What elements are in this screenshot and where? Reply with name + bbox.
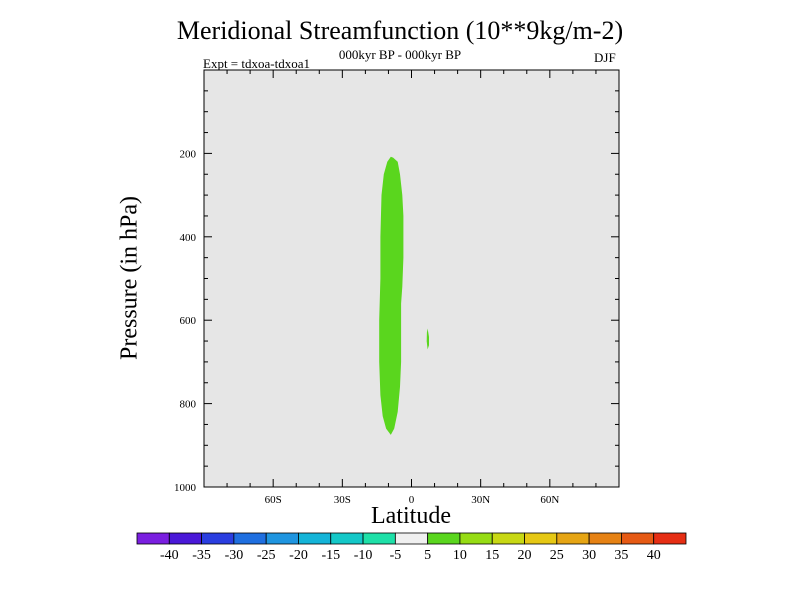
colorbar-label: 15 bbox=[485, 548, 499, 563]
colorbar-label: -10 bbox=[354, 548, 373, 563]
colorbar-swatch bbox=[298, 532, 332, 545]
experiment-label: Expt = tdxoa-tdxoa1 bbox=[203, 56, 310, 71]
chart-subtitle: 000kyr BP - 000kyr BP bbox=[338, 47, 462, 62]
colorbar-label: 35 bbox=[614, 548, 628, 563]
y-tick-label: 1000 bbox=[174, 482, 197, 494]
colorbar-swatch bbox=[233, 532, 267, 545]
contour-region-1 bbox=[426, 328, 429, 350]
axis-ticks: 200 400 600 800 1000 60S 30S 0 30N 60N bbox=[174, 70, 619, 506]
plot-area bbox=[204, 70, 619, 487]
colorbar-swatch bbox=[621, 532, 655, 545]
x-tick-label: 60N bbox=[540, 494, 559, 506]
contour-regions bbox=[379, 156, 429, 435]
colorbar-swatch bbox=[201, 532, 235, 545]
plot-frame bbox=[203, 69, 620, 488]
colorbar: -40 -35 -30 -25 -20 -15 -10 -5 5 10 15 20 25 30 35 40 bbox=[136, 532, 687, 563]
colorbar-swatch bbox=[653, 532, 687, 545]
colorbar-label: -40 bbox=[160, 548, 179, 563]
colorbar-swatch bbox=[136, 532, 170, 545]
colorbar-swatch bbox=[524, 532, 558, 545]
colorbar-label: 20 bbox=[518, 548, 532, 563]
colorbar-swatch bbox=[362, 532, 396, 545]
y-tick-label: 800 bbox=[180, 399, 197, 411]
chart-title: Meridional Streamfunction (10**9kg/m-2) bbox=[176, 16, 624, 45]
colorbar-swatch bbox=[556, 532, 590, 545]
colorbar-swatch bbox=[427, 532, 461, 545]
season-label: DJF bbox=[594, 50, 616, 65]
colorbar-label: 25 bbox=[550, 548, 564, 563]
colorbar-label: -5 bbox=[390, 548, 402, 563]
colorbar-swatch bbox=[459, 532, 493, 545]
colorbar-label: -25 bbox=[257, 548, 276, 563]
colorbar-swatch bbox=[265, 532, 299, 545]
x-tick-label: 30S bbox=[334, 494, 351, 506]
colorbar-label: -20 bbox=[289, 548, 308, 563]
colorbar-label: 30 bbox=[582, 548, 596, 563]
y-tick-label: 400 bbox=[180, 232, 197, 244]
x-tick-label: 60S bbox=[265, 494, 282, 506]
colorbar-label: 10 bbox=[453, 548, 467, 563]
colorbar-label: 5 bbox=[424, 548, 431, 563]
colorbar-label: -35 bbox=[192, 548, 211, 563]
y-tick-label: 600 bbox=[180, 315, 197, 327]
colorbar-swatch bbox=[588, 532, 622, 545]
colorbar-swatch bbox=[330, 532, 364, 545]
contour-region-0 bbox=[379, 156, 404, 435]
colorbar-label: 40 bbox=[647, 548, 661, 563]
y-tick-label: 200 bbox=[180, 148, 197, 160]
colorbar-label: -30 bbox=[225, 548, 244, 563]
colorbar-swatch bbox=[394, 532, 429, 545]
colorbar-swatch bbox=[168, 532, 202, 545]
colorbar-swatch bbox=[491, 532, 525, 545]
x-tick-label: 0 bbox=[409, 494, 415, 506]
x-tick-label: 30N bbox=[471, 494, 490, 506]
x-axis-label: Latitude bbox=[371, 503, 451, 529]
colorbar-label: -15 bbox=[321, 548, 340, 563]
